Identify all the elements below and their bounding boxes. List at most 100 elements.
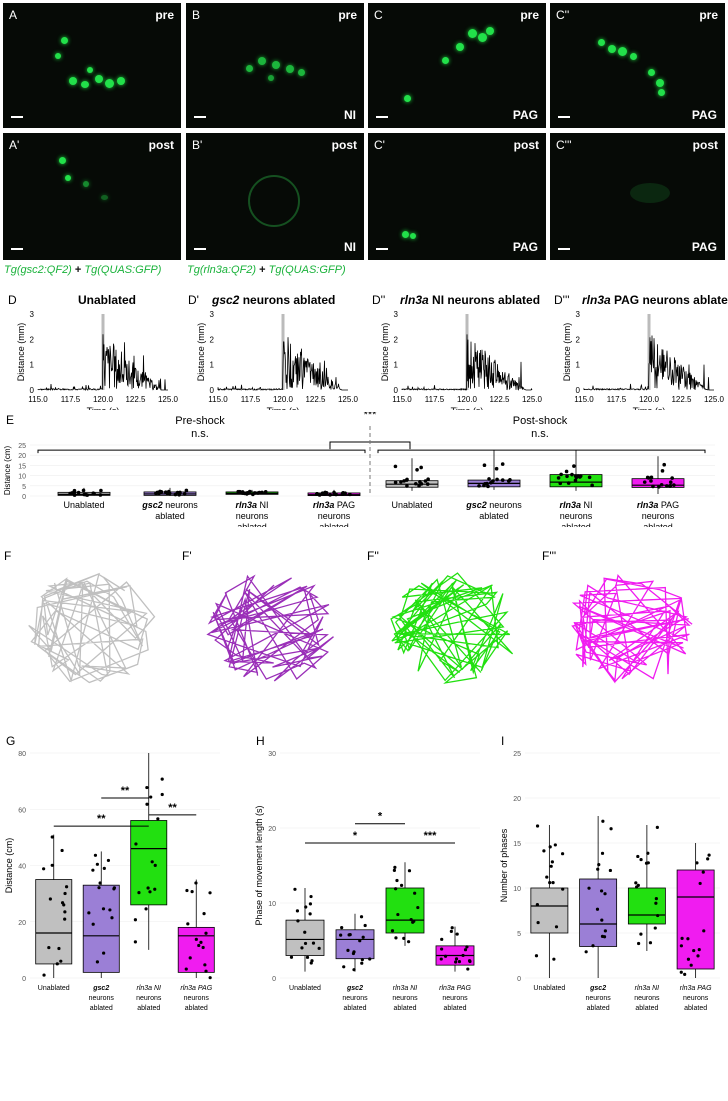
- data-point: [494, 466, 499, 471]
- data-point: [42, 867, 46, 871]
- data-point: [483, 482, 487, 486]
- data-point: [482, 463, 487, 467]
- ytick: 10: [18, 474, 26, 481]
- data-point: [60, 848, 64, 853]
- group-label: ablated: [444, 1005, 467, 1012]
- data-point: [395, 878, 399, 883]
- group-label: neurons: [89, 995, 115, 1002]
- plot-bg: [30, 445, 715, 496]
- data-point: [559, 472, 563, 477]
- trace-ylabel: Distance (mm): [380, 323, 390, 382]
- data-point: [706, 857, 710, 861]
- trace-ytick: 1: [30, 361, 35, 370]
- group-label: ablated: [185, 1005, 208, 1012]
- trace-xtick: 115.0: [208, 395, 228, 404]
- data-point: [149, 795, 153, 799]
- data-point: [394, 936, 398, 940]
- data-point: [311, 941, 316, 945]
- data-point: [536, 920, 540, 925]
- data-point: [62, 903, 66, 907]
- data-point: [63, 891, 67, 896]
- trace-xtick: 115.0: [574, 395, 594, 404]
- data-point: [146, 886, 150, 890]
- data-point: [463, 948, 468, 952]
- data-point: [679, 944, 683, 948]
- data-point: [153, 887, 157, 891]
- condition-label: post: [692, 138, 718, 152]
- data-point: [654, 901, 658, 905]
- data-point: [98, 493, 103, 497]
- scale-bar: [558, 248, 570, 250]
- swim-track: [206, 574, 334, 682]
- micro-panel-C3-post: C''' post PAG: [550, 133, 725, 260]
- data-point: [662, 462, 667, 467]
- panel-E-label: E: [6, 413, 14, 427]
- trace-ytick: 2: [576, 335, 581, 344]
- group-label-gene: rln3a: [637, 500, 659, 510]
- data-point: [679, 970, 683, 974]
- data-point: [110, 916, 114, 920]
- data-point: [81, 488, 86, 493]
- group-label: neurons: [392, 995, 418, 1002]
- group-label: rln3a PAG: [180, 985, 212, 992]
- trace-panel-label: D''': [554, 293, 570, 307]
- data-point: [184, 488, 189, 493]
- swim-track: [28, 572, 156, 684]
- region-label: PAG: [512, 108, 538, 122]
- cross-sig: ***: [364, 412, 378, 421]
- data-point: [707, 853, 711, 857]
- group-label: neurons: [585, 995, 611, 1002]
- data-point: [584, 950, 588, 954]
- data-point: [293, 887, 297, 891]
- group-label: rln3a NI: [393, 985, 418, 992]
- group-label: Unablated: [63, 500, 104, 510]
- trace-ytick: 0: [30, 386, 35, 395]
- panel-label: B: [192, 8, 201, 22]
- group-label: ablated: [90, 1005, 113, 1012]
- data-point: [409, 917, 413, 922]
- data-point: [95, 862, 99, 866]
- swim-track: [571, 573, 693, 684]
- panel-label: C''': [556, 138, 572, 152]
- data-point: [486, 484, 490, 489]
- data-point: [194, 881, 198, 885]
- data-point: [190, 890, 194, 894]
- data-point: [572, 464, 576, 468]
- micro-panel-A: A pre: [3, 3, 181, 128]
- data-point: [339, 933, 343, 937]
- trace-ytick: 3: [210, 310, 215, 319]
- group-label-gene: gsc2: [465, 500, 487, 510]
- data-point: [396, 912, 400, 917]
- trace-ytick: 0: [210, 386, 215, 395]
- data-point: [390, 929, 395, 933]
- trace-title: Unablated: [78, 293, 136, 307]
- data-point: [415, 467, 419, 472]
- micro-panel-B-post: B' post NI: [186, 133, 364, 260]
- data-point: [587, 886, 591, 890]
- data-point: [495, 477, 499, 482]
- data-point: [42, 973, 46, 977]
- box: [285, 919, 325, 956]
- box: [35, 879, 73, 965]
- data-point: [542, 849, 546, 853]
- data-point: [303, 930, 307, 934]
- trace-ytick: 0: [576, 386, 581, 395]
- data-point: [680, 936, 684, 941]
- group-label-line2: neurons: [236, 511, 269, 521]
- data-point: [361, 935, 365, 939]
- data-point: [597, 863, 601, 867]
- group-label-line2: neurons: [642, 511, 675, 521]
- ytick: 5: [22, 484, 26, 491]
- group-label: ablated: [587, 1005, 610, 1012]
- data-point: [534, 954, 539, 958]
- data-point: [260, 490, 264, 495]
- data-point: [208, 891, 212, 895]
- trace-xtick: 125.0: [522, 395, 543, 404]
- group-label: ablated: [394, 1005, 417, 1012]
- data-point: [63, 910, 67, 914]
- trace-title-italic: rln3a: [582, 293, 611, 307]
- data-point: [308, 912, 312, 916]
- trace-xtick: 120.0: [273, 395, 294, 404]
- group-label-line3: ablated: [237, 522, 267, 527]
- data-point: [413, 481, 418, 486]
